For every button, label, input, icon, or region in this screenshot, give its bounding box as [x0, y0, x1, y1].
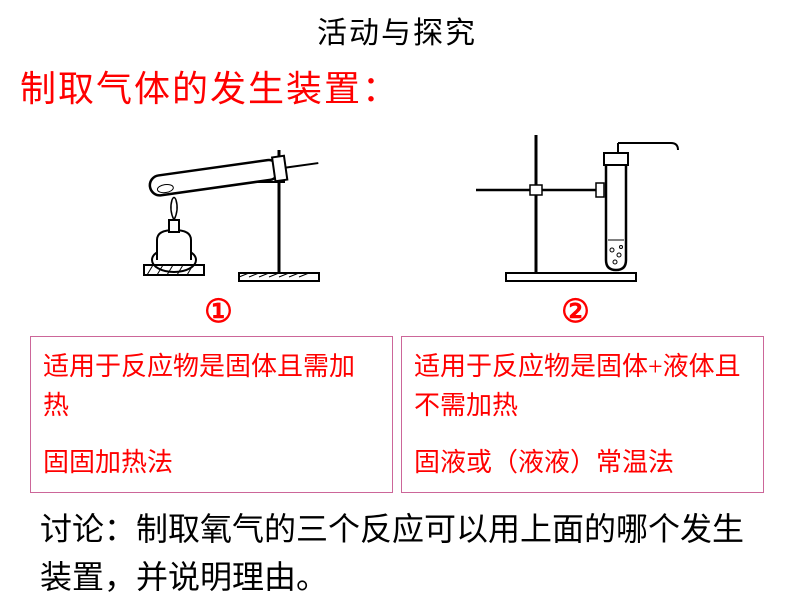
descriptions-row: 适用于反应物是固体且需加热 固固加热法 适用于反应物是固体+液体且不需加热 固液… [0, 336, 794, 493]
numbers-row: ① ② [0, 292, 794, 330]
heating-apparatus-icon [89, 125, 349, 285]
number-right: ② [436, 292, 716, 330]
description-right: 适用于反应物是固体+液体且不需加热 固液或（液液）常温法 [401, 336, 764, 493]
test-tube-apparatus-icon [446, 125, 706, 285]
number-left: ① [79, 292, 359, 330]
desc-left-line1: 适用于反应物是固体且需加热 [43, 347, 380, 425]
page-title: 活动与探究 [0, 0, 794, 52]
desc-right-line2: 固液或（液液）常温法 [414, 443, 751, 482]
desc-left-line2: 固固加热法 [43, 443, 380, 482]
discussion-text: 讨论：制取氧气的三个反应可以用上面的哪个发生装置，并说明理由。 [0, 493, 794, 601]
diagrams-container [0, 112, 794, 292]
desc-right-line1: 适用于反应物是固体+液体且不需加热 [414, 347, 751, 425]
description-left: 适用于反应物是固体且需加热 固固加热法 [30, 336, 393, 493]
diagram-left [79, 122, 359, 287]
diagram-right [436, 122, 716, 287]
subtitle: 制取气体的发生装置： [0, 52, 794, 112]
